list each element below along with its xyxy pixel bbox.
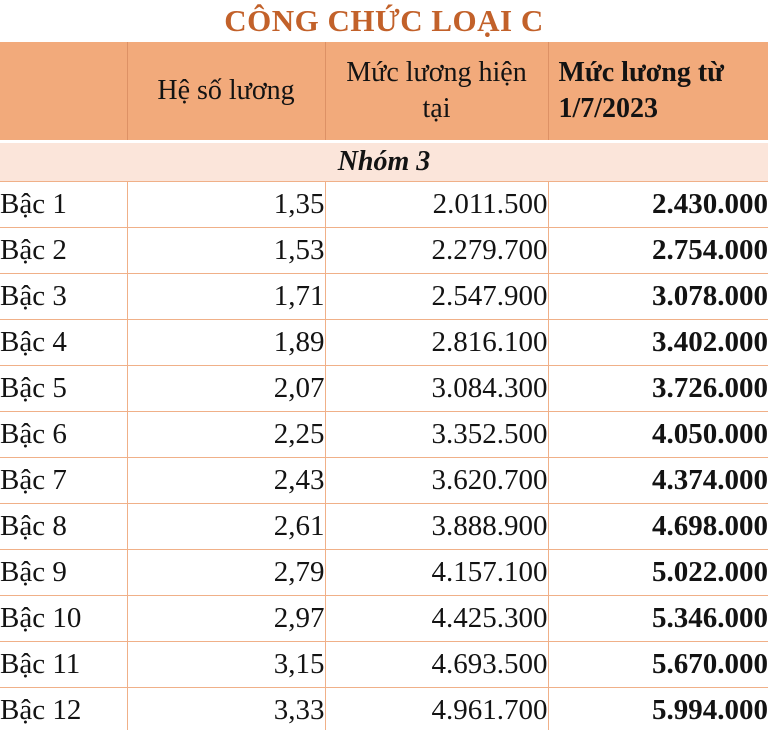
new-salary-value: 5.346.000 bbox=[547, 595, 768, 642]
table-row: Bậc 12 3,33 4.961.700 5.994.000 bbox=[0, 687, 768, 730]
new-salary-value: 2.754.000 bbox=[547, 227, 768, 274]
coefficient-value: 1,89 bbox=[126, 319, 326, 366]
coefficient-value: 2,07 bbox=[126, 365, 326, 412]
new-salary-value: 4.050.000 bbox=[547, 411, 768, 458]
table-row: Bậc 9 2,79 4.157.100 5.022.000 bbox=[0, 549, 768, 596]
grade-label: Bậc 3 bbox=[0, 273, 128, 320]
group-label: Nhóm 3 bbox=[0, 141, 768, 182]
table-row: Bậc 5 2,07 3.084.300 3.726.000 bbox=[0, 365, 768, 412]
grade-label: Bậc 12 bbox=[0, 687, 128, 730]
new-salary-value: 5.022.000 bbox=[547, 549, 768, 596]
current-salary-value: 2.547.900 bbox=[324, 273, 549, 320]
current-salary-value: 2.816.100 bbox=[324, 319, 549, 366]
table-row: Bậc 7 2,43 3.620.700 4.374.000 bbox=[0, 457, 768, 504]
page-title: CÔNG CHỨC LOẠI C bbox=[224, 3, 544, 38]
current-salary-value: 4.157.100 bbox=[324, 549, 549, 596]
table-row: Bậc 6 2,25 3.352.500 4.050.000 bbox=[0, 411, 768, 458]
new-salary-value: 3.078.000 bbox=[547, 273, 768, 320]
header-row: Hệ số lương Mức lương hiện tại Mức lương… bbox=[0, 42, 768, 143]
current-salary-value: 3.620.700 bbox=[324, 457, 549, 504]
coefficient-value: 3,33 bbox=[126, 687, 326, 730]
grade-label: Bậc 8 bbox=[0, 503, 128, 550]
grade-label: Bậc 10 bbox=[0, 595, 128, 642]
new-salary-value: 5.994.000 bbox=[547, 687, 768, 730]
coefficient-value: 2,61 bbox=[126, 503, 326, 550]
current-salary-value: 2.279.700 bbox=[324, 227, 549, 274]
coefficient-value: 2,79 bbox=[126, 549, 326, 596]
current-salary-value: 3.084.300 bbox=[324, 365, 549, 412]
grade-label: Bậc 4 bbox=[0, 319, 128, 366]
grade-label: Bậc 7 bbox=[0, 457, 128, 504]
current-salary-value: 3.352.500 bbox=[324, 411, 549, 458]
table-row: Bậc 11 3,15 4.693.500 5.670.000 bbox=[0, 641, 768, 688]
coefficient-value: 2,25 bbox=[126, 411, 326, 458]
grade-label: Bậc 2 bbox=[0, 227, 128, 274]
new-salary-value: 2.430.000 bbox=[547, 181, 768, 228]
current-salary-value: 3.888.900 bbox=[324, 503, 549, 550]
grade-label: Bậc 6 bbox=[0, 411, 128, 458]
column-header-new-salary: Mức lương từ 1/7/2023 bbox=[548, 42, 768, 143]
current-salary-value: 4.425.300 bbox=[324, 595, 549, 642]
current-salary-value: 4.961.700 bbox=[324, 687, 549, 730]
column-header-coefficient: Hệ số lương bbox=[127, 42, 326, 143]
table-row: Bậc 2 1,53 2.279.700 2.754.000 bbox=[0, 227, 768, 274]
coefficient-value: 2,43 bbox=[126, 457, 326, 504]
new-salary-value: 3.726.000 bbox=[547, 365, 768, 412]
grade-label: Bậc 1 bbox=[0, 181, 128, 228]
table-row: Bậc 3 1,71 2.547.900 3.078.000 bbox=[0, 273, 768, 320]
coefficient-value: 1,35 bbox=[126, 181, 326, 228]
new-salary-value: 3.402.000 bbox=[547, 319, 768, 366]
new-salary-value: 4.698.000 bbox=[547, 503, 768, 550]
current-salary-value: 2.011.500 bbox=[324, 181, 549, 228]
salary-table: Hệ số lương Mức lương hiện tại Mức lương… bbox=[0, 42, 768, 730]
table-row: Bậc 8 2,61 3.888.900 4.698.000 bbox=[0, 503, 768, 550]
current-salary-value: 4.693.500 bbox=[324, 641, 549, 688]
coefficient-value: 3,15 bbox=[126, 641, 326, 688]
coefficient-value: 1,71 bbox=[126, 273, 326, 320]
table-row: Bậc 10 2,97 4.425.300 5.346.000 bbox=[0, 595, 768, 642]
grade-label: Bậc 5 bbox=[0, 365, 128, 412]
column-header-current-salary: Mức lương hiện tại bbox=[325, 42, 549, 143]
grade-label: Bậc 9 bbox=[0, 549, 128, 596]
table-row: Bậc 1 1,35 2.011.500 2.430.000 bbox=[0, 181, 768, 228]
table-row: Bậc 4 1,89 2.816.100 3.402.000 bbox=[0, 319, 768, 366]
coefficient-value: 2,97 bbox=[126, 595, 326, 642]
group-row: Nhóm 3 bbox=[0, 141, 768, 182]
grade-label: Bậc 11 bbox=[0, 641, 128, 688]
coefficient-value: 1,53 bbox=[126, 227, 326, 274]
new-salary-value: 4.374.000 bbox=[547, 457, 768, 504]
new-salary-value: 5.670.000 bbox=[547, 641, 768, 688]
column-header-empty bbox=[0, 42, 128, 143]
